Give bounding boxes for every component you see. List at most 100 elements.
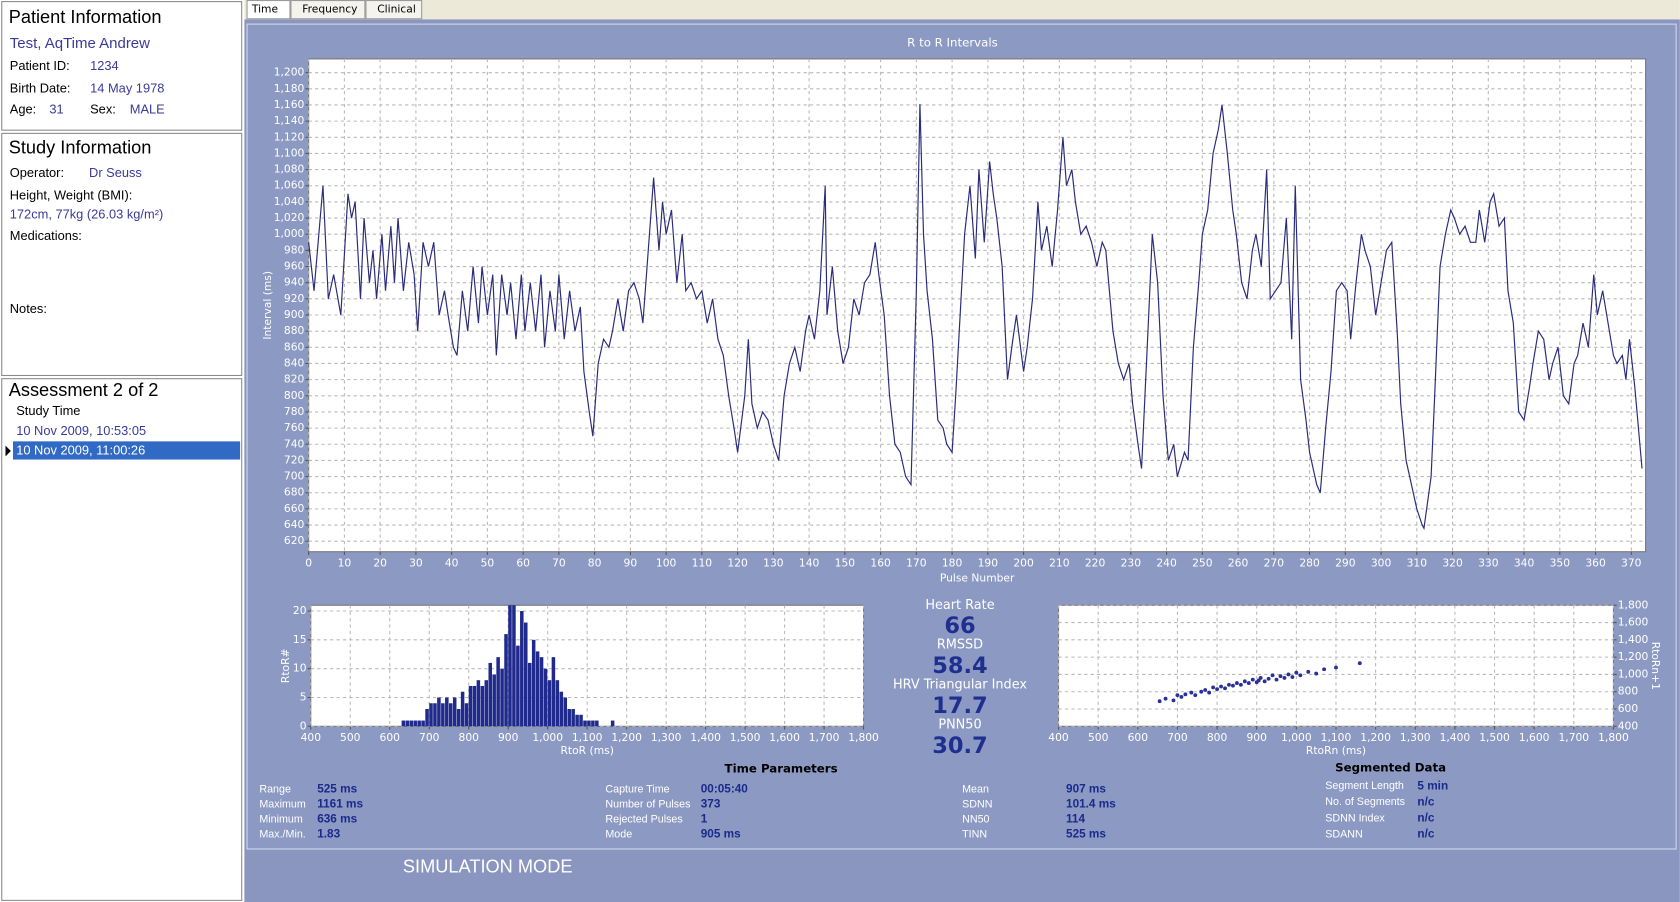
- tab-strip: [244, 0, 1680, 20]
- scatter-point: [1163, 696, 1168, 701]
- y-tick-label: 940: [284, 276, 305, 289]
- x-tick-label: 20: [373, 556, 387, 569]
- field-value: 1234: [90, 58, 119, 73]
- param-value: 00:05:40: [701, 783, 749, 796]
- y-tick-label: 620: [284, 534, 305, 547]
- scatter-point: [1227, 682, 1231, 687]
- histogram-bar: [500, 668, 504, 727]
- y-tick-label: 680: [284, 486, 305, 499]
- histogram-bar: [452, 697, 457, 727]
- y-tick-label: 15: [293, 633, 307, 646]
- param-value: 636 ms: [317, 813, 357, 826]
- param-label: Mean: [962, 783, 989, 795]
- field-label: Operator:: [10, 165, 64, 180]
- histogram-bar: [425, 709, 429, 727]
- y-tick-label: 1,080: [274, 163, 305, 176]
- x-tick-label: 1,200: [611, 731, 642, 744]
- x-tick-label: 1,000: [532, 731, 563, 744]
- histogram-bar: [571, 709, 575, 727]
- tab[interactable]: [290, 0, 366, 20]
- param-label: NN50: [962, 813, 989, 825]
- x-tick-label: 50: [481, 556, 495, 569]
- scatter-point: [1157, 699, 1162, 704]
- assessment-box: [1, 378, 243, 901]
- param-value: 525 ms: [317, 783, 357, 796]
- x-tick-label: 130: [763, 556, 784, 569]
- histogram-bar: [563, 697, 568, 727]
- tab[interactable]: [246, 0, 291, 20]
- histogram-bar: [468, 685, 473, 727]
- param-label: Number of Pulses: [605, 798, 690, 810]
- x-tick-label: 170: [906, 556, 927, 569]
- y-tick-label: 800: [284, 389, 305, 402]
- y-tick-label: 1,120: [274, 130, 305, 143]
- x-tick-label: 30: [409, 556, 423, 569]
- histogram-bar: [472, 685, 477, 727]
- x-tick-label: 600: [380, 731, 401, 744]
- scatter-point: [1215, 687, 1220, 692]
- histogram-bar: [488, 662, 492, 727]
- param-label: Range: [259, 783, 291, 795]
- y-tick-label: 1,060: [274, 179, 305, 192]
- x-tick-label: 500: [340, 731, 361, 744]
- scatter-point: [1250, 677, 1255, 682]
- x-tick-label: 310: [1407, 556, 1428, 569]
- y-tick-label: 1,200: [1618, 650, 1649, 663]
- x-tick-label: 210: [1049, 556, 1070, 569]
- scatter-point: [1290, 675, 1295, 679]
- histogram-bar: [417, 720, 421, 727]
- patient-name: Test, AqTime Andrew: [10, 35, 150, 52]
- tab-label[interactable]: Clinical: [377, 3, 416, 16]
- y-tick-label: 1,040: [274, 195, 305, 208]
- y-tick-label: 900: [284, 308, 305, 321]
- param-value: 101.4 ms: [1066, 798, 1116, 811]
- field-label: Age:: [10, 102, 36, 117]
- x-tick-label: 0: [305, 556, 312, 569]
- x-tick-label: 1,400: [1440, 731, 1471, 744]
- scatter-point: [1238, 682, 1243, 687]
- y-tick-label: 1,000: [274, 227, 305, 240]
- y-tick-label: 5: [300, 690, 307, 703]
- y-tick-label: 820: [284, 373, 305, 386]
- tab-label[interactable]: Time: [251, 3, 279, 16]
- scatter-point: [1175, 693, 1180, 698]
- x-tick-label: 190: [978, 556, 999, 569]
- histogram-bar: [492, 674, 496, 727]
- y-tick-label: 720: [284, 453, 305, 466]
- study-box: [1, 132, 243, 377]
- x-tick-label: 300: [1371, 556, 1392, 569]
- scatter-point: [1334, 665, 1338, 670]
- x-axis-label: RtoRn (ms): [1306, 744, 1366, 757]
- param-label: TINN: [962, 828, 987, 840]
- y-tick-label: 1,100: [274, 146, 305, 159]
- histogram-bar: [539, 657, 544, 727]
- histogram-bar: [535, 651, 540, 727]
- row-pointer: [5, 445, 11, 457]
- scatter-point: [1274, 677, 1279, 682]
- histogram-bar: [579, 714, 583, 727]
- assessment-row[interactable]: 10 Nov 2009, 11:00:26: [16, 442, 145, 457]
- x-tick-label: 900: [1247, 731, 1268, 744]
- selected-row[interactable]: [12, 441, 241, 460]
- metric-value: 66: [944, 613, 975, 639]
- param-label: SDANN: [1325, 828, 1362, 840]
- assessment-row[interactable]: 10 Nov 2009, 10:53:05: [16, 423, 146, 438]
- field-label: Sex:: [90, 102, 116, 117]
- y-tick-label: 980: [284, 243, 305, 256]
- histogram-bar: [409, 720, 414, 727]
- histogram-bar: [551, 657, 556, 727]
- section-title: Time Parameters: [725, 762, 838, 776]
- histogram-bar: [480, 685, 485, 727]
- metric-value: 58.4: [932, 653, 987, 679]
- patient-box: [1, 1, 243, 131]
- tab[interactable]: [365, 0, 423, 20]
- y-tick-label: 0: [300, 719, 307, 732]
- param-label: SDNN: [962, 798, 992, 810]
- scatter-point: [1171, 698, 1176, 703]
- x-tick-label: 1,100: [1321, 731, 1352, 744]
- x-tick-label: 100: [656, 556, 677, 569]
- scatter-point: [1183, 692, 1188, 697]
- param-label: Capture Time: [605, 783, 669, 795]
- tab-label[interactable]: Frequency: [302, 3, 358, 16]
- histogram-bar: [516, 645, 520, 727]
